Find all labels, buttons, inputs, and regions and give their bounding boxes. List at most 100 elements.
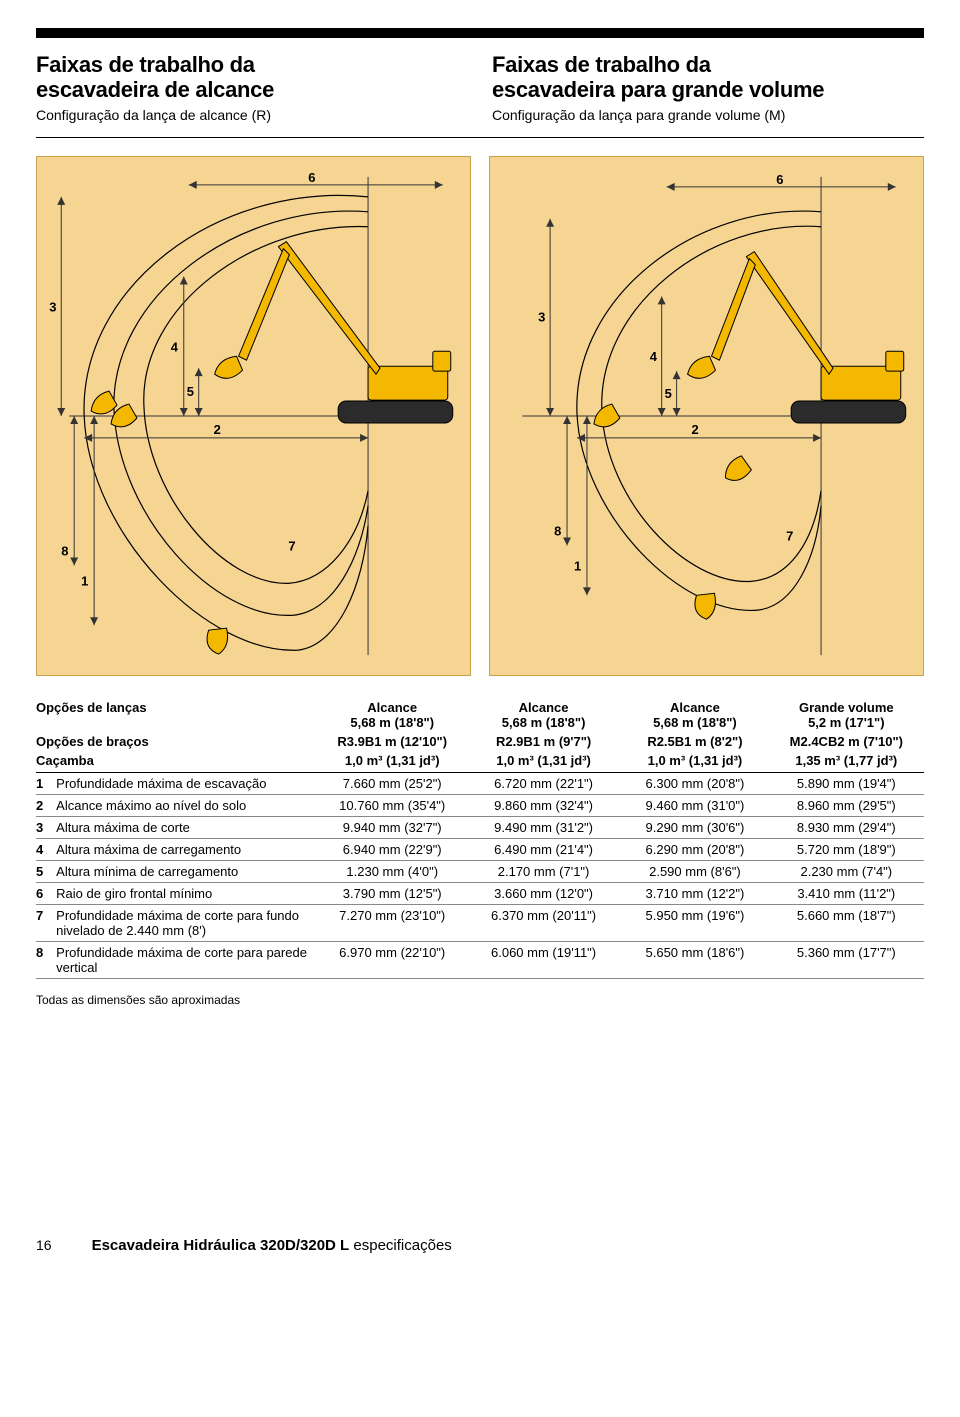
row-value: 6.970 mm (22'10") (319, 941, 470, 978)
row-label: Raio de giro frontal mínimo (56, 882, 318, 904)
right-title: Faixas de trabalho da escavadeira para g… (492, 52, 924, 103)
row-label: Alcance máximo ao nível do solo (56, 794, 318, 816)
row-value: 2.590 mm (8'6") (621, 860, 772, 882)
dim-2-r: 2 (692, 422, 699, 437)
dim-1: 1 (81, 573, 88, 588)
left-title-line2: escavadeira de alcance (36, 77, 274, 102)
footer-title-bold: Escavadeira Hidráulica 320D/320D L (92, 1237, 350, 1254)
row-value: 7.270 mm (23'10") (319, 904, 470, 941)
row-value: 9.490 mm (31'2") (470, 816, 621, 838)
lancas-col-0: Alcance 5,68 m (18'8") (319, 698, 470, 732)
row-value: 9.860 mm (32'4") (470, 794, 621, 816)
row-value: 5.720 mm (18'9") (773, 838, 924, 860)
row-value: 1.230 mm (4'0") (319, 860, 470, 882)
diagrams-row: 6 3 4 5 2 8 (36, 156, 924, 676)
row-value: 9.460 mm (31'0") (621, 794, 772, 816)
table-row: 3Altura máxima de corte9.940 mm (32'7")9… (36, 816, 924, 838)
row-label: Altura mínima de carregamento (56, 860, 318, 882)
dim-6: 6 (308, 169, 315, 184)
left-title-line1: Faixas de trabalho da (36, 52, 255, 77)
row-value: 6.720 mm (22'1") (470, 772, 621, 794)
footnote: Todas as dimensões são aproximadas (36, 993, 924, 1007)
table-row: 2Alcance máximo ao nível do solo10.760 m… (36, 794, 924, 816)
row-number: 2 (36, 794, 56, 816)
cacamba-label: Caçamba (36, 751, 319, 773)
diagram-reach: 6 3 4 5 2 8 (36, 156, 471, 676)
bracos-3: M2.4CB2 m (7'10") (773, 732, 924, 751)
dim-2: 2 (214, 422, 221, 437)
table-row: 7Profundidade máxima de corte para fundo… (36, 904, 924, 941)
excavator-icon (91, 241, 453, 653)
left-title: Faixas de trabalho da escavadeira de alc… (36, 52, 468, 103)
bracos-2: R2.5B1 m (8'2") (621, 732, 772, 751)
row-value: 10.760 mm (35'4") (319, 794, 470, 816)
dim-3: 3 (49, 299, 56, 314)
lancas-col-1: Alcance 5,68 m (18'8") (470, 698, 621, 732)
cacamba-0: 1,0 m³ (1,31 jd³) (319, 751, 470, 773)
cacamba-1: 1,0 m³ (1,31 jd³) (470, 751, 621, 773)
lancas-label: Opções de lanças (36, 698, 319, 732)
bracos-1: R2.9B1 m (9'7") (470, 732, 621, 751)
cacamba-2: 1,0 m³ (1,31 jd³) (621, 751, 772, 773)
row-number: 7 (36, 904, 56, 941)
table-row: 6Raio de giro frontal mínimo3.790 mm (12… (36, 882, 924, 904)
row-label: Altura máxima de corte (56, 816, 318, 838)
row-value: 3.410 mm (11'2") (773, 882, 924, 904)
row-value: 6.940 mm (22'9") (319, 838, 470, 860)
row-number: 4 (36, 838, 56, 860)
dim-1-r: 1 (574, 558, 581, 573)
row-number: 8 (36, 941, 56, 978)
table-row: 1Profundidade máxima de escavação7.660 m… (36, 772, 924, 794)
dim-5: 5 (187, 384, 194, 399)
right-title-line2: escavadeira para grande volume (492, 77, 824, 102)
table-row: 8Profundidade máxima de corte para pared… (36, 941, 924, 978)
bracos-0: R3.9B1 m (12'10") (319, 732, 470, 751)
header-left-col: Faixas de trabalho da escavadeira de alc… (36, 52, 468, 123)
dim-8-r: 8 (554, 523, 561, 538)
table-row: 5Altura mínima de carregamento1.230 mm (… (36, 860, 924, 882)
row-value: 6.300 mm (20'8") (621, 772, 772, 794)
footer-title-rest: especificações (349, 1237, 452, 1254)
row-value: 9.940 mm (32'7") (319, 816, 470, 838)
row-value: 6.060 mm (19'11") (470, 941, 621, 978)
row-label: Profundidade máxima de corte para parede… (56, 941, 318, 978)
top-black-bar (36, 28, 924, 38)
row-value: 2.230 mm (7'4") (773, 860, 924, 882)
row-number: 5 (36, 860, 56, 882)
row-bracos: Opções de braços R3.9B1 m (12'10") R2.9B… (36, 732, 924, 751)
row-value: 3.710 mm (12'2") (621, 882, 772, 904)
page-number: 16 (36, 1237, 52, 1253)
dim-7: 7 (288, 538, 295, 553)
row-value: 8.930 mm (29'4") (773, 816, 924, 838)
dim-5-r: 5 (665, 386, 672, 401)
header-row: Faixas de trabalho da escavadeira de alc… (36, 52, 924, 123)
excavator-icon-r (594, 251, 906, 619)
cacamba-3: 1,35 m³ (1,77 jd³) (773, 751, 924, 773)
left-subtitle: Configuração da lança de alcance (R) (36, 107, 468, 123)
footer-title: Escavadeira Hidráulica 320D/320D L espec… (92, 1237, 452, 1254)
dim-4-r: 4 (650, 349, 658, 364)
header-right-col: Faixas de trabalho da escavadeira para g… (492, 52, 924, 123)
bracos-label: Opções de braços (36, 732, 319, 751)
table-row: 4Altura máxima de carregamento6.940 mm (… (36, 838, 924, 860)
row-value: 5.660 mm (18'7") (773, 904, 924, 941)
header-divider (36, 137, 924, 138)
diagram-mass: 6 3 4 5 2 8 (489, 156, 924, 676)
row-lancas: Opções de lanças Alcance 5,68 m (18'8") … (36, 698, 924, 732)
right-title-line1: Faixas de trabalho da (492, 52, 711, 77)
row-number: 1 (36, 772, 56, 794)
row-label: Altura máxima de carregamento (56, 838, 318, 860)
dim-8: 8 (61, 543, 68, 558)
dim-3-r: 3 (538, 309, 545, 324)
dim-4: 4 (171, 339, 179, 354)
row-value: 9.290 mm (30'6") (621, 816, 772, 838)
row-value: 2.170 mm (7'1") (470, 860, 621, 882)
page-footer: 16 Escavadeira Hidráulica 320D/320D L es… (36, 1237, 924, 1254)
lancas-col-2: Alcance 5,68 m (18'8") (621, 698, 772, 732)
row-value: 6.370 mm (20'11") (470, 904, 621, 941)
row-cacamba: Caçamba 1,0 m³ (1,31 jd³) 1,0 m³ (1,31 j… (36, 751, 924, 773)
row-number: 6 (36, 882, 56, 904)
row-value: 5.890 mm (19'4") (773, 772, 924, 794)
row-label: Profundidade máxima de escavação (56, 772, 318, 794)
row-value: 8.960 mm (29'5") (773, 794, 924, 816)
